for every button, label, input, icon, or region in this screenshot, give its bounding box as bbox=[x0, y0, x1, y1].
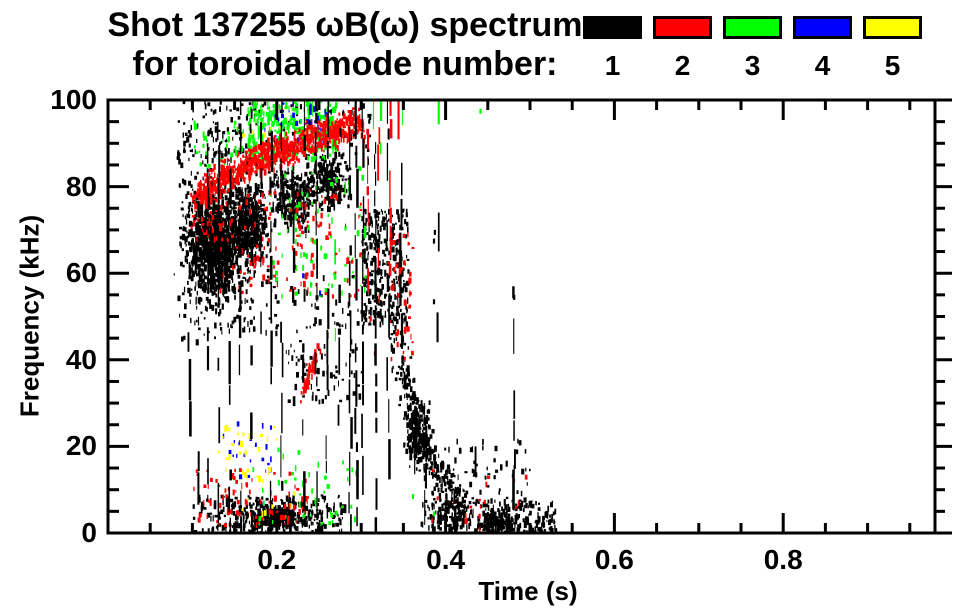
scatter-mode-1 bbox=[173, 100, 558, 533]
y-tick-label-40: 40 bbox=[65, 343, 97, 375]
legend-item-mode-4: 4 bbox=[793, 16, 852, 80]
y-tick-label-20: 20 bbox=[65, 430, 97, 462]
x-tick-label-0.6: 0.6 bbox=[594, 544, 634, 575]
legend-label-mode-2: 2 bbox=[674, 50, 691, 81]
legend-swatch-mode-4 bbox=[793, 16, 852, 39]
y-tick-label-100: 100 bbox=[50, 84, 97, 115]
y-tick-label-0: 0 bbox=[81, 517, 97, 548]
legend-swatch-mode-2 bbox=[653, 16, 712, 39]
x-tick-label-0.2: 0.2 bbox=[257, 544, 297, 575]
legend-label-mode-5: 5 bbox=[884, 50, 901, 81]
legend-item-mode-1: 1 bbox=[583, 16, 642, 80]
x-axis-label: Time (s) bbox=[478, 576, 578, 606]
legend-item-mode-2: 2 bbox=[653, 16, 712, 80]
legend-swatch-mode-5 bbox=[863, 16, 922, 39]
legend-item-mode-3: 3 bbox=[723, 16, 782, 80]
y-tick-label-80: 80 bbox=[65, 170, 97, 202]
scatter-data bbox=[173, 100, 558, 533]
x-tick-label-0.4: 0.4 bbox=[426, 544, 466, 575]
legend-item-mode-5: 5 bbox=[863, 16, 922, 80]
axes bbox=[106, 98, 952, 535]
y-tick-label-60: 60 bbox=[65, 257, 97, 289]
legend: 1 2 3 4 5 bbox=[583, 16, 922, 80]
legend-label-mode-4: 4 bbox=[814, 50, 831, 81]
x-tick-label-0.8: 0.8 bbox=[763, 544, 803, 575]
chart-title: Shot 137255 ωB(ω) spectrum bbox=[107, 6, 583, 44]
scatter-mode-1-striations bbox=[187, 100, 516, 533]
legend-swatch-mode-3 bbox=[723, 16, 782, 39]
legend-swatch-mode-1 bbox=[583, 16, 642, 39]
legend-label-mode-1: 1 bbox=[604, 50, 621, 81]
legend-label-mode-3: 3 bbox=[744, 50, 761, 81]
chart-subtitle: for toroidal mode number: bbox=[132, 45, 558, 83]
